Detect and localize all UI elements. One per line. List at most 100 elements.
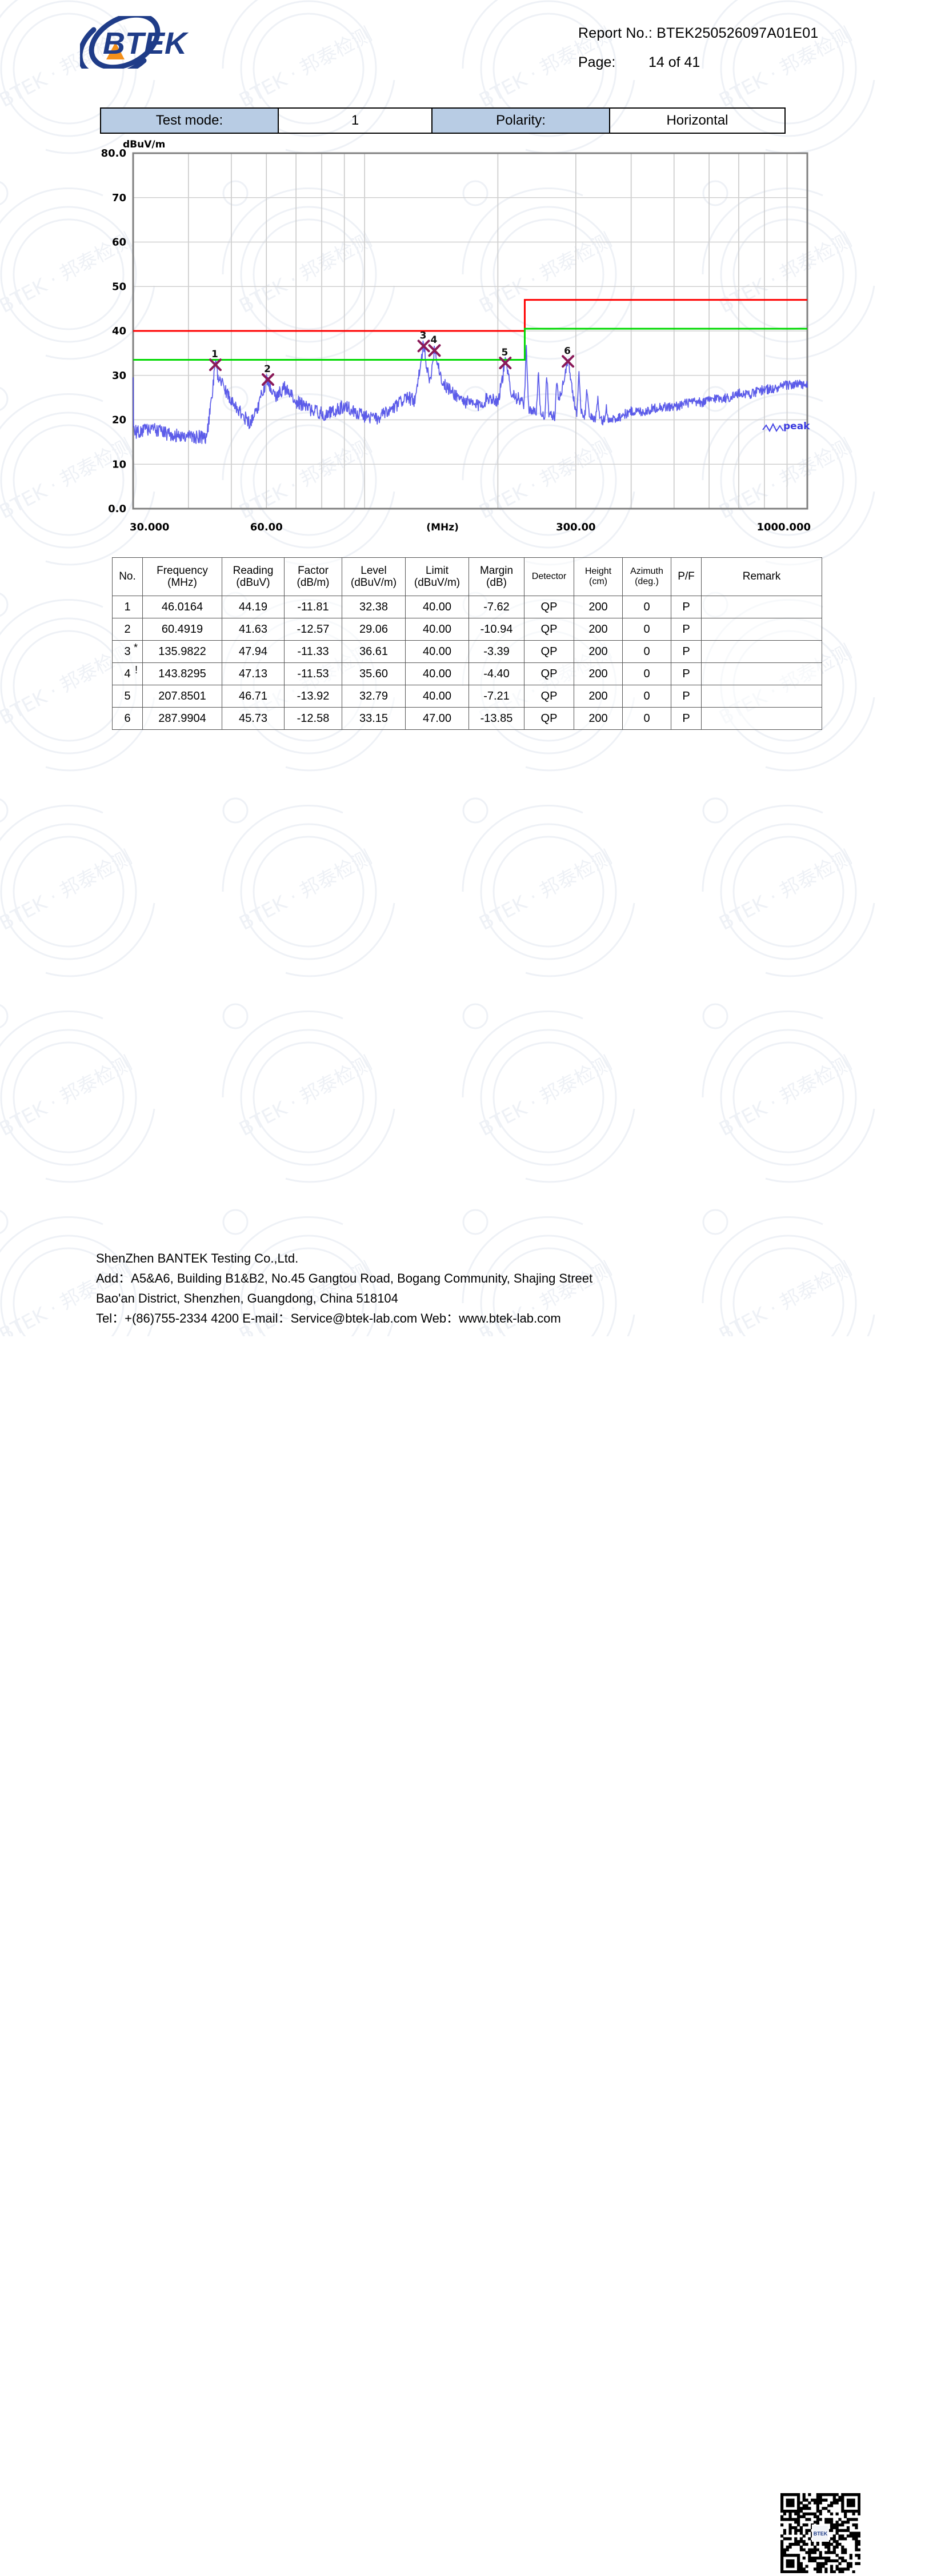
svg-text:3: 3 (420, 330, 427, 341)
svg-text:300.00: 300.00 (556, 521, 595, 533)
cell-detector: QP (524, 685, 574, 708)
table-row: 2 60.4919 41.63 -12.57 29.06 40.00 -10.94 QP 200… (112, 618, 822, 641)
cell-azimuth: 0 (622, 618, 671, 641)
chart-y-unit-label: dBuV/m (123, 139, 165, 150)
cell-remark (701, 662, 822, 685)
cell-pf: P (671, 640, 702, 663)
cell-level: 29.06 (342, 618, 406, 641)
cell-height: 200 (574, 662, 623, 685)
row-number: 4 (124, 667, 131, 680)
cell-frequency: 60.4919 (142, 618, 222, 641)
cell-reading: 47.94 (222, 640, 285, 663)
svg-text:4: 4 (431, 334, 438, 346)
btek-logo-icon: BTEK (77, 12, 189, 79)
svg-text:6: 6 (564, 345, 571, 357)
chart-trace-legend: peak (783, 421, 810, 432)
cell-no: 5 (112, 685, 143, 708)
cell-level: 32.38 (342, 596, 406, 618)
cell-height: 200 (574, 640, 623, 663)
page-number-value: 14 of 41 (648, 54, 700, 70)
cell-pf: P (671, 685, 702, 708)
cell-height: 200 (574, 596, 623, 618)
header-margin: Margin (dB) (469, 557, 524, 596)
header-no: No. (112, 557, 143, 596)
chart-marker-3: 3 (417, 330, 430, 353)
chart-marker-4: 4 (428, 334, 441, 357)
table-row: 5 207.8501 46.71 -13.92 32.79 40.00 -7.21 QP 200… (112, 685, 822, 708)
svg-text:1000.000: 1000.000 (756, 521, 811, 533)
header-remark: Remark (701, 557, 822, 596)
cell-margin: -3.39 (469, 640, 524, 663)
cell-reading: 45.73 (222, 707, 285, 730)
svg-text:60: 60 (112, 237, 126, 249)
qr-code-icon: BTEK (780, 2493, 861, 2574)
cell-level: 35.60 (342, 662, 406, 685)
cell-limit: 47.00 (405, 707, 469, 730)
page-header: BTEK Report No.: BTEK250526097A01E01 Pag… (0, 0, 945, 96)
cell-reading: 44.19 (222, 596, 285, 618)
cell-level: 33.15 (342, 707, 406, 730)
page-number: Page: 14 of 41 (578, 54, 700, 71)
header-level: Level (dBuV/m) (342, 557, 406, 596)
svg-text:40: 40 (112, 325, 126, 337)
svg-text:5: 5 (501, 347, 508, 358)
cell-detector: QP (524, 640, 574, 663)
table-row: 6 287.9904 45.73 -12.58 33.15 47.00 -13.85 QP 20… (112, 707, 822, 730)
cell-remark (701, 640, 822, 663)
cell-remark (701, 685, 822, 708)
cell-detector: QP (524, 618, 574, 641)
test-mode-label-cell: Test mode: (101, 109, 279, 133)
chart-limit-line (133, 299, 807, 332)
page-footer: ShenZhen BANTEK Testing Co.,Ltd. Add：A5&… (0, 1244, 945, 2574)
header-pf: P/F (671, 557, 702, 596)
header-frequency: Frequency (MHz) (142, 557, 222, 596)
polarity-label-cell: Polarity: (433, 109, 610, 133)
cell-limit: 40.00 (405, 618, 469, 641)
cell-limit: 40.00 (405, 596, 469, 618)
cell-frequency: 46.0164 (142, 596, 222, 618)
cell-reading: 47.13 (222, 662, 285, 685)
report-number-value: BTEK250526097A01E01 (656, 25, 819, 41)
cell-frequency: 207.8501 (142, 685, 222, 708)
cell-reading: 41.63 (222, 618, 285, 641)
cell-pf: P (671, 596, 702, 618)
cell-no: 6 (112, 707, 143, 730)
row-number: 2 (124, 622, 131, 636)
table-row: 4! 143.8295 47.13 -11.53 35.60 40.00 -4.40 QP 20… (112, 662, 822, 685)
table-row: 3 * 135.9822 47.94 -11.33 36.61 40.00 -3.39 QP 20… (112, 640, 822, 663)
cell-margin: -7.21 (469, 685, 524, 708)
cell-factor: -11.33 (284, 640, 342, 663)
qr-code-svg: BTEK (780, 2493, 861, 2574)
report-number-label: Report No.: (578, 25, 653, 41)
cell-margin: -13.85 (469, 707, 524, 730)
chart-limit-lines (133, 299, 807, 361)
header-height: Height (cm) (574, 557, 623, 596)
header-reading: Reading (dBuV) (222, 557, 285, 596)
chart-x-axis-labels: 30.000 60.00 300.00 1000.000 (MHz) (130, 521, 811, 533)
cell-factor: -13.92 (284, 685, 342, 708)
cell-detector: QP (524, 707, 574, 730)
cell-pf: P (671, 662, 702, 685)
cell-height: 200 (574, 707, 623, 730)
cell-height: 200 (574, 685, 623, 708)
svg-text:70: 70 (112, 192, 126, 204)
cell-level: 32.79 (342, 685, 406, 708)
cell-azimuth: 0 (622, 662, 671, 685)
row-number: 6 (124, 712, 131, 725)
svg-text:30.000: 30.000 (130, 521, 169, 533)
row-number: 3 (124, 645, 131, 658)
cell-factor: -12.58 (284, 707, 342, 730)
chart-margin-line (133, 328, 807, 361)
company-address-block: ShenZhen BANTEK Testing Co.,Ltd. Add：A5&… (96, 1248, 592, 1328)
cell-margin: -7.62 (469, 596, 524, 618)
footer-address1: Add：A5&A6, Building B1&B2, No.45 Gangtou… (96, 1271, 593, 1285)
header-factor: Factor (dB/m) (284, 557, 342, 596)
svg-text:1: 1 (211, 349, 218, 360)
chart-markers: 1 2 3 4 5 6 (209, 330, 575, 386)
btek-logo-text: BTEK (103, 26, 189, 61)
svg-text:0.0: 0.0 (108, 503, 126, 515)
qr-center-logo: BTEK (814, 2531, 828, 2537)
